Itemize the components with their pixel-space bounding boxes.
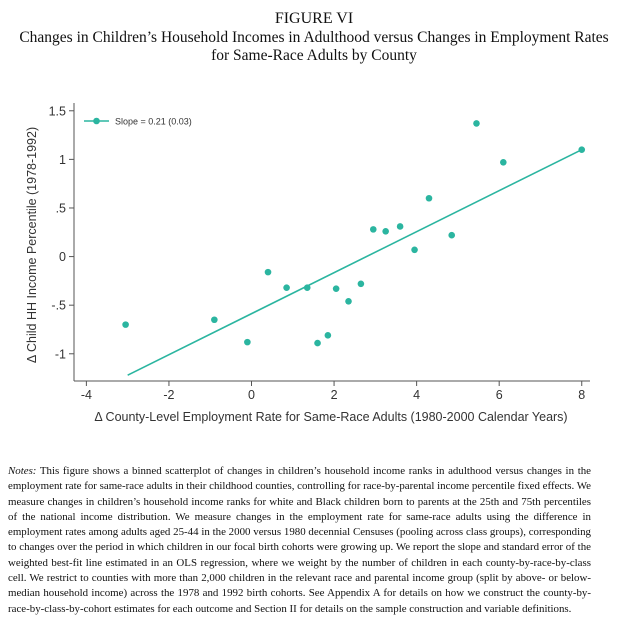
data-point [411,246,418,254]
data-point [332,285,340,292]
data-point [211,316,218,324]
x-tick-label: 4 [413,388,420,402]
y-tick-label: 1.5 [49,104,66,118]
figure-title: Changes in Children’s Household Incomes … [0,29,628,65]
x-tick-label: 0 [248,388,255,402]
y-tick-label: -1 [55,347,66,361]
x-tick-label: -4 [81,388,92,402]
data-point [345,297,352,305]
data-point [357,280,365,288]
x-tick-label: 6 [496,388,503,402]
legend-marker [93,117,100,125]
notes-text: This figure shows a binned scatterplot o… [8,465,591,615]
x-tick-label: 8 [578,388,585,402]
data-point [425,194,433,202]
data-point [396,223,404,230]
chart-axes [73,103,590,382]
data-point [382,228,389,235]
chart-ticks: -4 -2 0 2 4 6 8 -1 -.5 0 .5 1 1.5 [49,104,586,402]
data-point [473,120,480,127]
chart-legend: Slope = 0.21 (0.03) [84,117,192,127]
data-point [244,338,251,346]
figure-notes: Notes: This figure shows a binned scatte… [8,464,591,617]
data-point [578,146,586,153]
x-tick-label: 2 [331,388,338,402]
legend-label: Slope = 0.21 (0.03) [115,117,192,127]
y-tick-label: .5 [56,201,66,215]
data-point [264,268,272,276]
data-points [122,120,586,347]
data-point [369,226,377,233]
y-tick-label: 1 [59,153,66,167]
scatter-chart: -4 -2 0 2 4 6 8 -1 -.5 0 .5 1 1.5 Slope = 0.21 (0.03… [25,103,590,424]
best-fit-line [127,148,583,376]
x-tick-label: -2 [163,388,174,402]
figure-title-line1: Changes in Children’s Household Incomes … [19,29,609,46]
data-point [500,158,507,166]
data-point [283,284,290,291]
figure-label: FIGURE VI [274,10,354,27]
fit-line-group [127,148,583,376]
data-point [122,321,129,328]
y-tick-label: 0 [59,250,66,264]
y-axis-label: Δ Child HH Income Percentile (1978-1992) [25,127,39,363]
notes-label: Notes: [8,465,37,477]
figure-title-line2: for Same-Race Adults by County [211,47,417,64]
data-point [314,339,321,347]
data-point [324,332,332,339]
data-point [448,231,456,239]
x-axis-label: Δ County-Level Employment Rate for Same-… [94,410,567,424]
data-point [303,284,311,291]
y-tick-label: -.5 [51,299,66,313]
